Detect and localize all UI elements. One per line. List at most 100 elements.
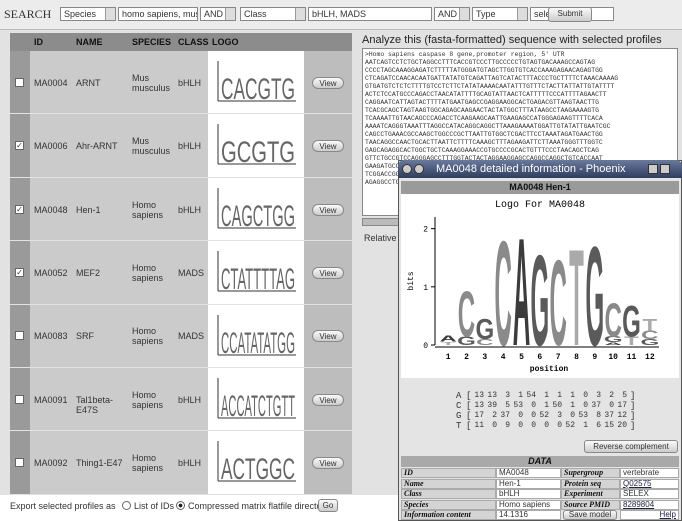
matrix-count: 37 — [591, 401, 601, 410]
view-button[interactable]: View — [312, 330, 344, 343]
matrix-count: 6 — [596, 421, 601, 430]
radio-button[interactable] — [176, 501, 185, 510]
x-tick-label: 12 — [645, 353, 655, 362]
x-tick-label: 4 — [501, 353, 506, 362]
logo-cell — [208, 431, 304, 494]
matrix-count: 1 — [570, 391, 575, 400]
dropdown[interactable]: Class — [240, 7, 306, 21]
row-logo: ACTGGC — [217, 441, 296, 486]
row-cells — [30, 304, 208, 367]
logo-letter: G — [622, 296, 641, 346]
data-title: DATA — [401, 456, 679, 467]
submit-button[interactable]: Submit — [548, 7, 592, 22]
checkbox[interactable] — [15, 458, 24, 468]
sequence-line: CTCAGATCCAACACAATGATTATATGTCAGATTAGTCATA… — [365, 75, 619, 82]
scrollbar — [362, 218, 402, 226]
window-control[interactable] — [402, 164, 412, 174]
matrix-count: 13 — [474, 391, 484, 400]
dropdown[interactable]: Type — [472, 7, 528, 21]
window-control[interactable] — [660, 164, 670, 174]
x-tick-label: 1 — [446, 353, 451, 362]
dropdown-arrow — [295, 8, 305, 20]
matrix-count: 2 — [492, 411, 497, 420]
data-field-value: MA0048 — [496, 468, 561, 478]
checkbox[interactable]: ✓ — [15, 141, 24, 151]
x-tick-label: 5 — [519, 353, 524, 362]
sequence-line: CAGCCTGAAACGCCAAGCTGGCCCGCTTAATTGTGGCTCG… — [365, 131, 603, 138]
checkbox[interactable] — [15, 394, 24, 404]
class: MADS — [178, 267, 205, 278]
sequence-line: GAGCAGAGGCACTGGCTGCTCAAAGGAAACCGTGCCCCGC… — [365, 147, 599, 154]
y-tick-label: 0 — [423, 342, 428, 351]
matrix-base: T — [456, 421, 462, 431]
sequence-line: AAAATCAGGGTAAATTTAGGCCATACAGGCAGGCTTAAAG… — [365, 123, 611, 130]
data-field-value[interactable]: Q02575 — [620, 478, 679, 489]
window-control[interactable] — [414, 164, 424, 174]
text-input[interactable]: homo sapiens, mus mu — [118, 7, 198, 21]
checkbox[interactable]: ✓ — [15, 267, 24, 277]
logo-letter: C — [604, 293, 621, 347]
x-tick-label: 9 — [592, 353, 597, 362]
text-input[interactable]: bHLH, MADS — [308, 7, 432, 21]
class: bHLH — [178, 141, 202, 152]
sequence-line: ACTCTCCATGCCCAGACCTAACATATTTTGCAGTATTAAC… — [365, 91, 607, 98]
profile-id: MA0048 — [34, 204, 68, 215]
row-logo: CACGTG — [217, 61, 296, 106]
logo-letters: CACGTG — [221, 73, 295, 106]
logo-letter: A — [604, 341, 621, 346]
class: MADS — [178, 331, 205, 342]
save-model-button[interactable]: Save model — [563, 510, 617, 520]
search-label: SEARCH — [4, 7, 52, 21]
view-button[interactable]: View — [312, 457, 344, 470]
matrix-count: 12 — [617, 411, 627, 420]
row-cells — [30, 241, 208, 304]
matrix-count: 1 — [583, 421, 588, 430]
radio-button[interactable] — [122, 501, 131, 510]
view-button[interactable]: View — [312, 393, 344, 406]
checkbox[interactable] — [15, 331, 24, 341]
matrix-count: 1 — [557, 391, 562, 400]
profile-id: MA0083 — [34, 331, 68, 342]
matrix-count: 0 — [609, 401, 614, 410]
go-button[interactable]: Go — [318, 499, 338, 512]
logo-cell — [208, 241, 304, 304]
x-tick-label: 10 — [608, 353, 618, 362]
data-field-label: Protein seq — [561, 478, 620, 489]
view-button[interactable]: View — [312, 140, 344, 153]
logo-letter: G — [475, 313, 494, 345]
export-label: Export selected profiles as — [10, 501, 116, 511]
profile-id: MA0091 — [34, 394, 68, 405]
matrix-count: 11 — [474, 421, 484, 430]
checkbox[interactable] — [15, 77, 24, 87]
window-control[interactable] — [648, 164, 658, 174]
matrix-count: 0 — [544, 421, 549, 430]
class: bHLH — [178, 458, 202, 469]
logo-letters: CTATTTTAG — [221, 263, 295, 296]
sequence-line: CAGGAATCATTAGTACTTTTATGAATGAGCCGAGGAAGGC… — [365, 99, 599, 106]
matrix-count: 0 — [583, 391, 588, 400]
logo-letter: C — [549, 235, 566, 371]
data-field-value[interactable]: Help — [620, 510, 679, 520]
row-logo: GCGTG — [217, 124, 296, 169]
data-field-value: Hen-1 — [496, 478, 561, 489]
sequence-line: TCACGCAGCTAGTAAGTGGCAGAGCAAGAACTACTATGGC… — [365, 107, 599, 114]
view-button[interactable]: View — [312, 203, 344, 216]
matrix-bracket: [ — [466, 401, 472, 411]
dropdown-arrow — [225, 8, 235, 20]
species: Homo sapiens — [132, 199, 164, 220]
view-button[interactable]: View — [312, 76, 344, 89]
matrix-bracket: [ — [466, 411, 472, 421]
dropdown[interactable]: Species — [60, 7, 116, 21]
matrix-base: G — [456, 411, 462, 421]
matrix-count: 1 — [544, 391, 549, 400]
logo-letter: A — [439, 334, 456, 343]
checkbox[interactable]: ✓ — [15, 204, 24, 214]
logo-letter: G — [640, 338, 659, 347]
data-field-value[interactable]: 8289804 — [620, 499, 679, 510]
profile-name: Tal1beta-E47S — [76, 394, 114, 415]
logo-letter: G — [604, 335, 623, 344]
view-button[interactable]: View — [312, 266, 344, 279]
matrix-bracket: ] — [630, 391, 636, 401]
reverse-complement-button[interactable]: Reverse complement — [584, 440, 678, 453]
x-tick-label: 7 — [556, 353, 561, 362]
